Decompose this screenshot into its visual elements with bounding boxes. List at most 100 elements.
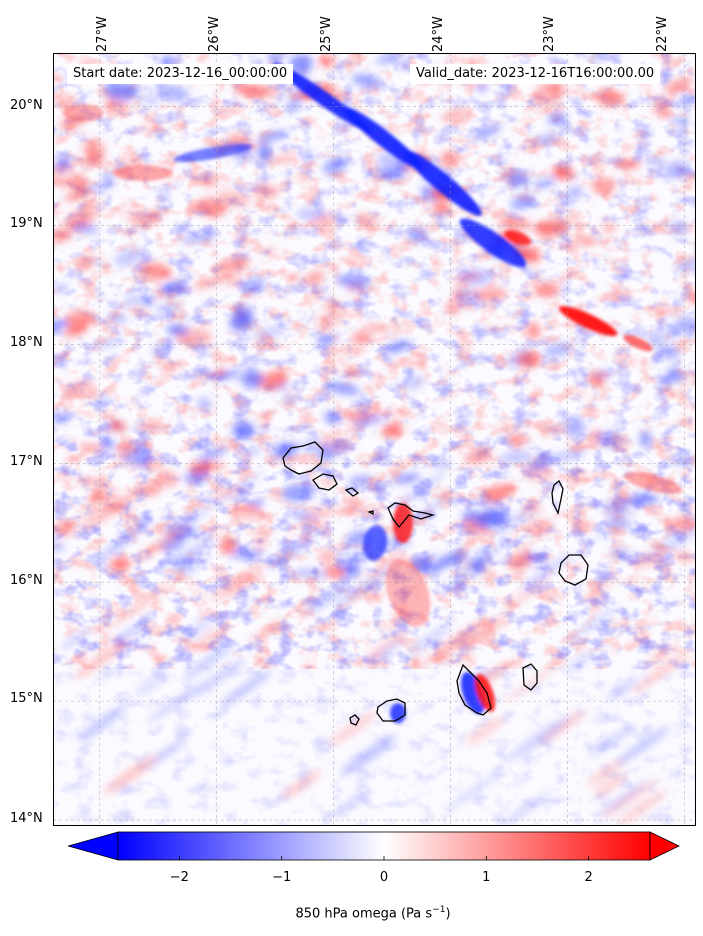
- lon-label: 26°W: [207, 16, 222, 52]
- omega-cell-positive: [473, 288, 508, 302]
- omega-cell-positive: [114, 445, 135, 460]
- omega-cell-positive: [686, 289, 696, 304]
- omega-cell-positive: [576, 236, 598, 246]
- omega-cell-negative: [325, 382, 361, 395]
- omega-cell-positive: [53, 164, 75, 175]
- omega-streak-positive: [615, 789, 668, 826]
- omega-cell-negative: [534, 134, 559, 145]
- omega-cell-positive: [305, 507, 337, 520]
- omega-cell-negative: [678, 94, 696, 106]
- omega-streak-positive: [631, 651, 692, 694]
- omega-cell-negative: [197, 396, 211, 412]
- omega-cell-positive: [507, 552, 532, 571]
- island-outline-fogo: [376, 698, 406, 722]
- omega-cell-positive: [664, 77, 694, 93]
- omega-cell-positive: [324, 565, 345, 580]
- omega-cell-negative: [402, 374, 424, 391]
- omega-streak-positive: [364, 628, 409, 661]
- omega-streak-negative: [145, 738, 187, 768]
- omega-cell-negative: [659, 373, 687, 383]
- omega-cell-negative: [668, 455, 696, 465]
- omega-cell-positive: [195, 198, 227, 217]
- omega-cell-negative: [482, 506, 502, 524]
- omega-streak-positive: [593, 773, 628, 798]
- omega-streak-negative: [588, 509, 637, 544]
- omega-cell-positive: [192, 276, 225, 290]
- omega-cell-positive: [189, 461, 214, 476]
- omega-cell-positive: [482, 483, 515, 503]
- omega-cell-negative: [106, 314, 128, 322]
- omega-cell-positive: [202, 176, 219, 188]
- colorbar-tick-label: 0: [379, 870, 389, 885]
- omega-streak-positive: [131, 523, 190, 565]
- lon-label: 27°W: [95, 16, 110, 52]
- omega-cell-negative: [550, 450, 586, 461]
- omega-cell-negative: [669, 117, 691, 125]
- omega-cell-negative: [666, 324, 680, 339]
- start-date-label: Start date: 2023-12-16_00:00:00: [67, 64, 294, 84]
- omega-cell-positive: [109, 420, 127, 432]
- omega-streak-positive: [466, 716, 505, 745]
- colorbar-label-units-exponent: −1: [432, 905, 446, 915]
- omega-cell-negative: [257, 130, 290, 143]
- omega-streak-positive: [103, 755, 158, 795]
- omega-streak-positive: [457, 614, 510, 652]
- omega-cell-positive: [64, 187, 91, 202]
- omega-cell-negative: [547, 114, 568, 124]
- omega-cell-negative: [100, 438, 116, 452]
- omega-field: [53, 53, 696, 826]
- omega-feature-positive: [385, 559, 431, 627]
- omega-cell-negative: [456, 289, 481, 305]
- omega-cell-negative: [349, 551, 367, 564]
- omega-cell-negative: [293, 569, 329, 577]
- omega-cell-positive: [157, 470, 179, 488]
- omega-cell-negative: [647, 331, 665, 347]
- omega-feature-negative: [459, 218, 527, 268]
- omega-streak-negative: [499, 791, 552, 826]
- omega-cell-positive: [139, 262, 172, 280]
- omega-streak-negative: [394, 471, 447, 508]
- omega-cell-positive: [77, 443, 104, 452]
- omega-streak-negative: [179, 616, 215, 643]
- omega-cell-positive: [441, 108, 467, 123]
- omega-streak-negative: [182, 642, 236, 681]
- omega-cell-positive: [534, 282, 560, 297]
- omega-cell-positive: [74, 477, 109, 486]
- omega-streak-negative: [401, 494, 451, 530]
- omega-cell-positive: [539, 423, 555, 438]
- omega-cell-negative: [407, 227, 428, 243]
- omega-cell-negative: [543, 342, 574, 358]
- omega-streak-negative: [605, 676, 640, 702]
- omega-cell-negative: [181, 232, 217, 243]
- omega-cell-positive: [322, 298, 342, 314]
- omega-cell-positive: [65, 209, 95, 229]
- omega-cell-negative: [289, 509, 319, 523]
- omega-cell-positive: [336, 345, 364, 355]
- omega-cell-positive: [497, 218, 533, 229]
- omega-cell-negative: [540, 454, 555, 462]
- omega-cell-negative: [289, 54, 313, 72]
- omega-cell-positive: [69, 174, 86, 191]
- omega-streak-positive: [329, 711, 377, 746]
- omega-streak-negative: [267, 535, 315, 570]
- omega-cell-negative: [160, 280, 189, 296]
- omega-cell-positive: [373, 325, 392, 333]
- colorbar-label: 850 hPa omega (Pa s−1): [0, 905, 703, 921]
- omega-cell-positive: [318, 549, 336, 565]
- omega-feature-positive: [63, 104, 103, 122]
- omega-cell-negative: [122, 294, 142, 307]
- omega-cell-positive: [137, 421, 164, 430]
- omega-cell-positive: [277, 151, 297, 166]
- omega-cell-negative: [592, 369, 617, 378]
- omega-cell-negative: [532, 176, 557, 190]
- omega-cell-positive: [64, 311, 97, 326]
- omega-cell-negative: [510, 194, 535, 210]
- omega-cell-negative: [351, 73, 383, 89]
- omega-streak-positive: [225, 576, 256, 599]
- omega-streak-negative: [641, 525, 693, 562]
- omega-cell-positive: [450, 273, 481, 283]
- omega-cell-negative: [246, 446, 262, 455]
- omega-cell-positive: [258, 85, 280, 98]
- omega-cell-negative: [315, 334, 338, 346]
- omega-cell-negative: [232, 422, 255, 439]
